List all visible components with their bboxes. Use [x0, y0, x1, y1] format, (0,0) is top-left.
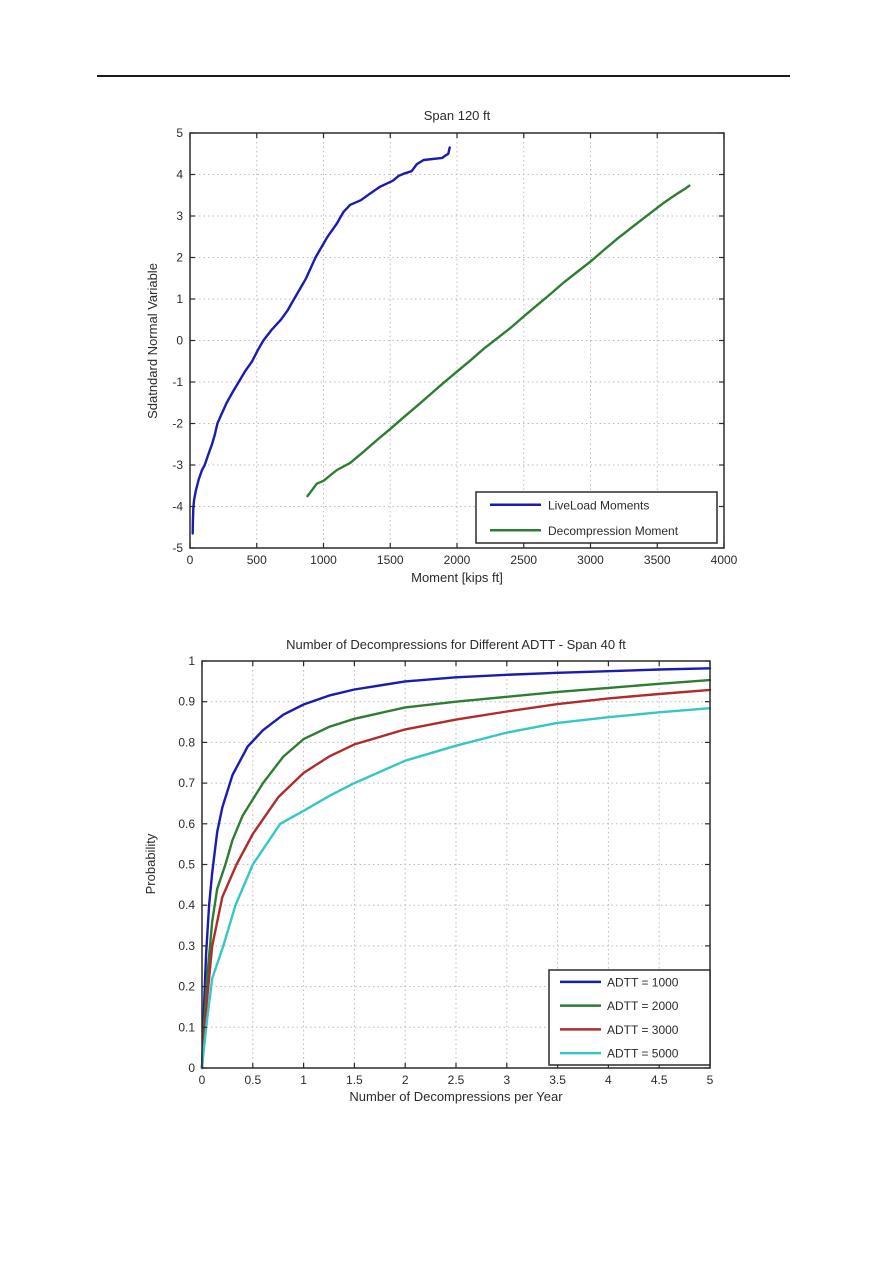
y-tick-label: 0.1: [178, 1020, 195, 1034]
bottom-chart-title: Number of Decompressions for Different A…: [286, 637, 626, 652]
x-tick-label: 0.5: [244, 1073, 261, 1087]
legend-label-adtt-2000: ADTT = 2000: [607, 999, 679, 1013]
x-tick-label: 2500: [510, 553, 537, 567]
y-tick-label: 4: [176, 168, 183, 182]
y-tick-label: 0: [188, 1061, 195, 1075]
x-tick-label: 1.5: [346, 1073, 363, 1087]
top-chart-title: Span 120 ft: [423, 108, 491, 123]
x-tick-label: 1000: [310, 553, 337, 567]
bottom-chart: 0 0.5 1 1.5 2 2.5 3 3.5 4 4.5 5 0 0.1 0.2 0.3 0.4 0.5 0.6…: [178, 654, 713, 1087]
y-tick-label: -2: [172, 417, 183, 431]
header-rule: [97, 75, 790, 77]
legend-label-adtt-3000: ADTT = 3000: [607, 1023, 679, 1037]
legend-label-adtt-1000: ADTT = 1000: [607, 975, 679, 989]
y-tick-label: 1: [188, 654, 195, 668]
x-tick-label: 1500: [377, 553, 404, 567]
legend-label-adtt-5000: ADTT = 5000: [607, 1047, 679, 1061]
x-tick-label: 500: [247, 553, 267, 567]
top-chart-xlabel: Moment [kips ft]: [411, 570, 503, 585]
legend-box: [548, 969, 711, 1066]
x-tick-label: 2: [402, 1073, 409, 1087]
legend-box: [475, 491, 718, 544]
y-tick-label: 0: [176, 334, 183, 348]
y-tick-label: 0.8: [178, 735, 195, 749]
y-tick-label: 5: [176, 126, 183, 140]
y-tick-label: 2: [176, 251, 183, 265]
y-tick-label: -4: [172, 500, 183, 514]
series-adtt-1000: [200, 667, 712, 1070]
y-tick-label: 0.2: [178, 980, 195, 994]
y-tick-label: -1: [172, 375, 183, 389]
y-tick-label: -3: [172, 458, 183, 472]
x-tick-label: 3.5: [549, 1073, 566, 1087]
legend-label-liveload-moments: LiveLoad Moments: [548, 498, 649, 512]
y-tick-label: 0.6: [178, 817, 195, 831]
x-tick-label: 3: [503, 1073, 510, 1087]
x-tick-label: 4: [605, 1073, 612, 1087]
x-tick-label: 3500: [644, 553, 671, 567]
legend-label-decompression-moment: Decompression Moment: [548, 524, 679, 538]
legend: LiveLoad Moments Decompression Moment: [475, 491, 718, 544]
x-tick-label: 4.5: [651, 1073, 668, 1087]
y-tick-label: 1: [176, 292, 183, 306]
bottom-chart-xlabel: Number of Decompressions per Year: [349, 1089, 563, 1104]
x-tick-label: 0: [199, 1073, 206, 1087]
bottom-chart-ylabel: Probability: [143, 833, 158, 895]
series-decompression-moment: [306, 184, 691, 498]
top-chart-ylabel: Sdatndard Normal Variable: [145, 263, 160, 419]
x-tick-label: 3000: [577, 553, 604, 567]
series-adtt-5000: [200, 707, 712, 1070]
x-tick-label: 5: [707, 1073, 714, 1087]
y-tick-label: 0.9: [178, 695, 195, 709]
x-tick-label: 0: [187, 553, 194, 567]
series-adtt-3000: [200, 688, 712, 1070]
y-tick-label: 0.5: [178, 858, 195, 872]
x-tick-label: 1: [300, 1073, 307, 1087]
y-tick-label: 0.3: [178, 939, 195, 953]
y-tick-label: -5: [172, 541, 183, 555]
legend: ADTT = 1000 ADTT = 2000 ADTT = 3000 ADTT = …: [548, 969, 711, 1066]
x-tick-label: 2.5: [448, 1073, 465, 1087]
series-adtt-2000: [200, 678, 712, 1070]
top-chart: 0 500 1000 1500 2000 2500 3000 3500 4000 -5 -4 -3 -2…: [172, 126, 737, 567]
x-tick-label: 4000: [711, 553, 738, 567]
y-tick-label: 0.4: [178, 898, 195, 912]
x-tick-label: 2000: [444, 553, 471, 567]
y-tick-label: 0.7: [178, 776, 195, 790]
y-tick-label: 3: [176, 209, 183, 223]
series-liveload-moments: [191, 146, 451, 535]
